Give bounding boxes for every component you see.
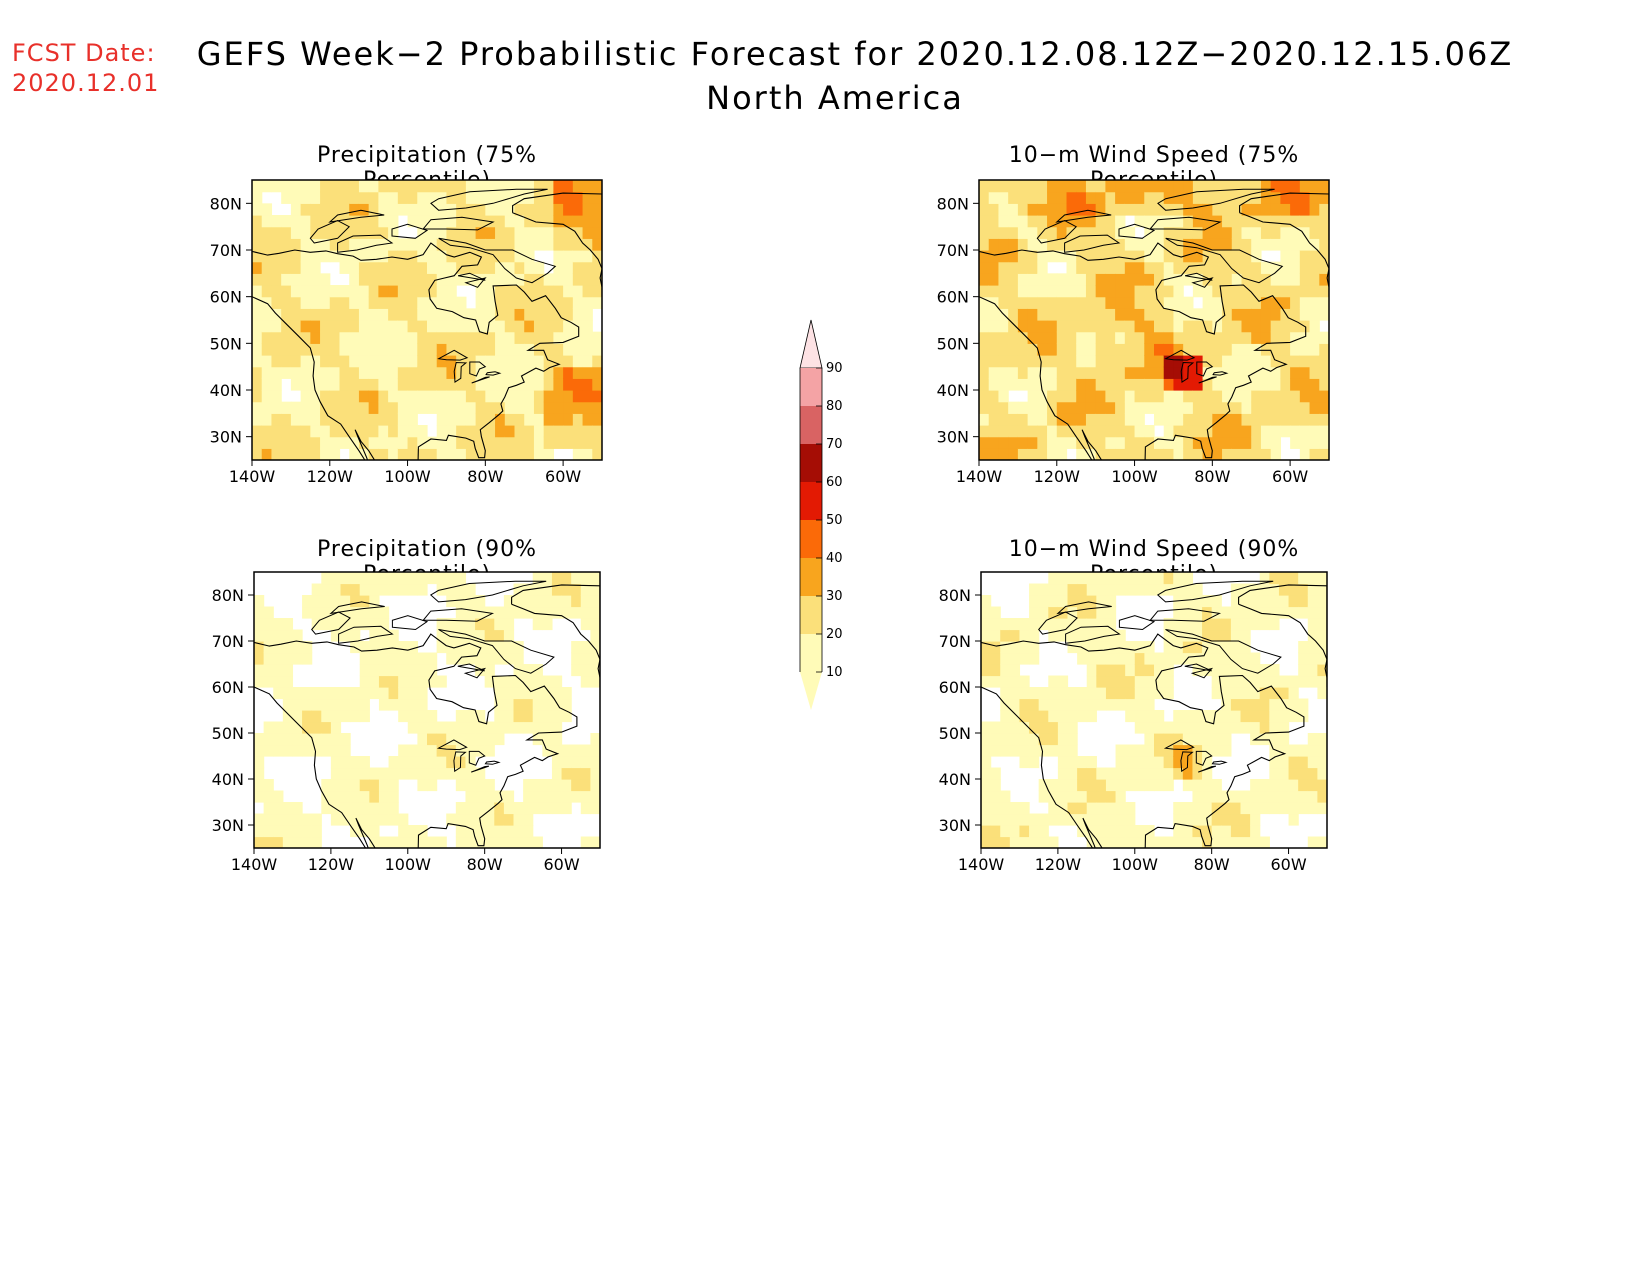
lat-tick-label: 60N (210, 288, 242, 307)
lat-tick-label: 60N (212, 678, 244, 697)
lat-tick-label: 60N (939, 678, 971, 697)
lat-tick-label: 50N (210, 334, 242, 353)
lat-tick-label: 70N (937, 241, 969, 260)
lat-tick-label: 30N (212, 816, 244, 835)
colorbar-label: 90 (826, 361, 843, 376)
lat-tick-label: 70N (210, 241, 242, 260)
lon-tick-label: 60W (1270, 855, 1306, 874)
lat-tick-label: 50N (212, 724, 244, 743)
map-wind-speed-90: 80N 70N 60N 50N 40N 30N 140W 120W 100W 80W 60W (939, 571, 1328, 874)
lon-tick-label: 60W (1272, 467, 1308, 486)
lon-tick-label: 120W (308, 855, 355, 874)
colorbar-label: 10 (826, 665, 843, 680)
forecast-date-label: FCST Date: 2020.12.01 (12, 38, 159, 98)
lat-tick-label: 30N (210, 428, 242, 447)
lat-tick-label: 40N (210, 381, 242, 400)
lon-tick-label: 60W (543, 855, 579, 874)
lat-tick-label: 70N (212, 632, 244, 651)
colorbar-swatch (800, 406, 822, 444)
lat-tick-label: 40N (937, 381, 969, 400)
title-line-1: GEFS Week−2 Probabilistic Forecast for 2… (196, 35, 1514, 73)
lat-tick-label: 30N (937, 428, 969, 447)
lon-tick-label: 100W (384, 467, 431, 486)
colorbar-label: 70 (826, 437, 843, 452)
lat-tick-label: 30N (939, 816, 971, 835)
colorbar-swatch (800, 634, 822, 672)
colorbar-label: 50 (826, 513, 843, 528)
colorbar-label: 60 (826, 475, 843, 490)
lon-tick-label: 80W (467, 855, 503, 874)
lat-tick-label: 60N (937, 288, 969, 307)
lon-tick-label: 120W (307, 467, 354, 486)
title-line-2: North America (706, 79, 964, 117)
lon-tick-label: 140W (958, 855, 1005, 874)
colorbar-bottom-arrow (800, 672, 822, 710)
lon-tick-label: 140W (229, 467, 276, 486)
lat-tick-label: 70N (939, 632, 971, 651)
colorbar-swatch (800, 520, 822, 558)
map-wind-speed-75: 80N 70N 60N 50N 40N 30N 140W 120W 100W 80W 60W (937, 179, 1330, 486)
colorbar-swatch (800, 444, 822, 482)
colorbar-label: 20 (826, 627, 843, 642)
lat-tick-label: 50N (937, 334, 969, 353)
colorbar-swatch (800, 596, 822, 634)
colorbar-swatch (800, 558, 822, 596)
colorbar-swatch (800, 368, 822, 406)
lon-tick-label: 80W (1194, 855, 1230, 874)
map-precipitation-90: 80N 70N 60N 50N 40N 30N 140W 120W 100W 80W 60W (212, 571, 601, 874)
colorbar-label: 40 (826, 551, 843, 566)
lon-tick-label: 100W (385, 855, 432, 874)
fcst-label: FCST Date: (12, 39, 156, 67)
lon-tick-label: 60W (545, 467, 581, 486)
lat-tick-label: 80N (212, 586, 244, 605)
colorbar-label: 30 (826, 589, 843, 604)
colorbar-swatch (800, 482, 822, 520)
map-precipitation-75: 80N 70N 60N 50N 40N 30N 140W 120W 100W 80W 60W (210, 179, 603, 486)
lon-tick-label: 80W (1194, 467, 1230, 486)
lon-tick-label: 100W (1111, 467, 1158, 486)
lat-tick-label: 40N (939, 770, 971, 789)
lat-tick-label: 80N (937, 194, 969, 213)
lon-tick-label: 80W (467, 467, 503, 486)
lat-tick-label: 50N (939, 724, 971, 743)
lat-tick-label: 80N (210, 194, 242, 213)
lon-tick-label: 100W (1112, 855, 1159, 874)
color-legend: 10 20 30 40 50 60 70 80 90 (799, 319, 843, 710)
lon-tick-label: 120W (1035, 855, 1082, 874)
lon-tick-label: 140W (956, 467, 1003, 486)
fcst-date: 2020.12.01 (12, 69, 160, 97)
lat-tick-label: 40N (212, 770, 244, 789)
colorbar-label: 80 (826, 399, 843, 414)
page-title: GEFS Week−2 Probabilistic Forecast for 2… (0, 32, 1650, 120)
lon-tick-label: 140W (231, 855, 278, 874)
lon-tick-label: 120W (1034, 467, 1081, 486)
lat-tick-label: 80N (939, 586, 971, 605)
colorbar-top-arrow (799, 319, 823, 369)
